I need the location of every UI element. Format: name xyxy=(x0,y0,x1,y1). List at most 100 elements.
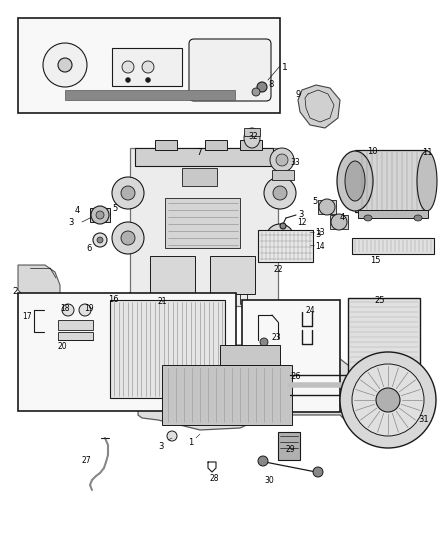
Text: 17: 17 xyxy=(22,312,32,321)
Text: 3: 3 xyxy=(158,442,163,451)
Ellipse shape xyxy=(376,388,400,412)
Bar xyxy=(182,168,217,186)
Bar xyxy=(330,215,348,229)
Text: 28: 28 xyxy=(210,474,219,483)
Bar xyxy=(18,293,236,411)
Ellipse shape xyxy=(121,231,135,245)
Ellipse shape xyxy=(270,148,294,172)
Ellipse shape xyxy=(244,128,260,148)
Bar xyxy=(258,230,313,262)
Text: 15: 15 xyxy=(370,256,381,265)
Bar xyxy=(355,150,427,212)
Bar xyxy=(240,140,262,150)
Ellipse shape xyxy=(93,233,107,247)
Ellipse shape xyxy=(258,456,268,466)
Ellipse shape xyxy=(122,61,134,73)
Text: 33: 33 xyxy=(290,158,300,167)
Bar xyxy=(18,18,280,113)
Ellipse shape xyxy=(96,211,104,219)
Ellipse shape xyxy=(252,88,260,96)
Ellipse shape xyxy=(340,352,436,448)
Text: 4: 4 xyxy=(340,213,345,222)
Text: 24: 24 xyxy=(306,306,316,315)
Ellipse shape xyxy=(414,215,422,221)
Ellipse shape xyxy=(112,177,144,209)
Ellipse shape xyxy=(337,151,373,211)
Bar xyxy=(58,332,93,340)
Text: 3: 3 xyxy=(298,210,304,219)
Ellipse shape xyxy=(345,161,365,201)
Ellipse shape xyxy=(276,154,288,166)
Bar xyxy=(348,298,420,378)
Bar xyxy=(242,300,340,412)
Text: 27: 27 xyxy=(82,456,92,465)
Bar xyxy=(210,256,255,294)
Bar xyxy=(162,365,292,425)
Text: 25: 25 xyxy=(374,296,385,305)
Text: 7: 7 xyxy=(196,148,202,157)
Text: 32: 32 xyxy=(248,132,258,141)
Polygon shape xyxy=(138,345,395,432)
Text: 4: 4 xyxy=(75,206,80,215)
FancyBboxPatch shape xyxy=(189,39,271,101)
Bar xyxy=(205,140,227,150)
Bar xyxy=(244,128,260,136)
Text: 5: 5 xyxy=(112,204,117,213)
Bar xyxy=(135,148,273,166)
Bar xyxy=(358,210,428,218)
Bar xyxy=(58,320,93,330)
Ellipse shape xyxy=(274,232,286,244)
Ellipse shape xyxy=(126,77,131,83)
Ellipse shape xyxy=(264,177,296,209)
Ellipse shape xyxy=(313,467,323,477)
Ellipse shape xyxy=(43,43,87,87)
Ellipse shape xyxy=(79,304,91,316)
Text: 13: 13 xyxy=(315,228,325,237)
Text: 9: 9 xyxy=(296,90,301,99)
Text: 3: 3 xyxy=(68,218,74,227)
Ellipse shape xyxy=(266,224,294,252)
Bar xyxy=(155,140,177,150)
Bar xyxy=(272,170,294,180)
Polygon shape xyxy=(298,85,340,128)
Ellipse shape xyxy=(142,61,154,73)
Text: 1: 1 xyxy=(188,438,193,447)
Ellipse shape xyxy=(417,151,437,211)
Text: 22: 22 xyxy=(274,265,283,274)
Text: 30: 30 xyxy=(264,476,274,485)
Text: 8: 8 xyxy=(268,80,273,89)
Ellipse shape xyxy=(319,199,335,215)
Ellipse shape xyxy=(364,215,372,221)
Text: 29: 29 xyxy=(286,445,296,454)
Text: 20: 20 xyxy=(58,342,67,351)
Text: 2: 2 xyxy=(12,287,18,296)
Ellipse shape xyxy=(280,223,286,229)
Text: 23: 23 xyxy=(272,333,282,342)
Ellipse shape xyxy=(112,222,144,254)
Text: 31: 31 xyxy=(418,415,429,424)
Polygon shape xyxy=(130,148,278,306)
Text: 5: 5 xyxy=(312,197,317,206)
Bar xyxy=(150,256,195,294)
Text: 18: 18 xyxy=(60,304,70,313)
Ellipse shape xyxy=(260,352,268,360)
Text: 19: 19 xyxy=(84,304,94,313)
Polygon shape xyxy=(18,265,60,305)
Bar xyxy=(90,208,110,222)
Ellipse shape xyxy=(331,214,347,230)
Text: 10: 10 xyxy=(367,147,378,156)
Text: 1: 1 xyxy=(282,63,288,72)
Ellipse shape xyxy=(62,304,74,316)
Text: 12: 12 xyxy=(297,218,307,227)
Bar xyxy=(65,90,235,100)
Ellipse shape xyxy=(352,364,424,436)
Text: 11: 11 xyxy=(422,148,432,157)
Ellipse shape xyxy=(273,186,287,200)
Text: 26: 26 xyxy=(290,372,300,381)
Bar xyxy=(318,200,336,214)
Ellipse shape xyxy=(167,431,177,441)
Text: 21: 21 xyxy=(158,297,167,306)
Ellipse shape xyxy=(260,338,268,346)
Text: 6: 6 xyxy=(86,244,92,253)
Ellipse shape xyxy=(121,186,135,200)
